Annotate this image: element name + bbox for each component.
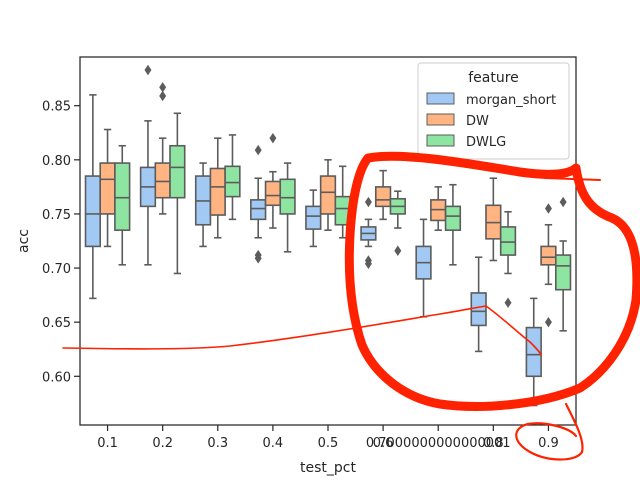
box-body [114, 162, 131, 231]
box-body [154, 162, 171, 199]
box-body [444, 205, 462, 231]
annotation-tick-circle [515, 402, 584, 461]
hand-drawn-annotations [62, 151, 640, 461]
outlier-point [364, 258, 372, 269]
box-body [250, 199, 267, 221]
outlier-point [394, 245, 402, 256]
legend-label-morgan_short: morgan_short [466, 93, 556, 108]
box-DW-0.9 [540, 203, 557, 328]
plot-frame [79, 56, 577, 426]
box-DWLG-0.6 [389, 190, 406, 256]
box-DW-0.7000000000000001 [430, 186, 447, 231]
legend-frame [417, 62, 570, 160]
annotation-top-stroke [544, 177, 601, 181]
x-tick-label: 0.6 [373, 436, 394, 451]
box-morgan_short-0.6 [360, 196, 377, 269]
outlier-point [159, 90, 167, 102]
outlier-point [144, 64, 152, 76]
box-DWLG-0.9 [554, 196, 572, 332]
x-tick-label: 0.9 [538, 436, 559, 451]
box-body [554, 254, 572, 291]
box-body [319, 175, 337, 215]
y-axis-label: acc [16, 229, 32, 253]
box-body [99, 162, 116, 215]
box-morgan_short-0.7000000000000001 [415, 218, 432, 318]
outlier-point [559, 196, 567, 208]
legend-swatch-morgan_short [426, 92, 455, 105]
y-tick-label: 0.80 [42, 154, 71, 169]
box-DWLG-0.4 [279, 162, 296, 253]
box-body [209, 167, 226, 216]
outlier-point [504, 297, 512, 308]
y-tick-label: 0.75 [42, 208, 71, 223]
box-morgan_short-0.9 [525, 297, 542, 407]
box-body [374, 186, 392, 208]
box-body [470, 292, 487, 327]
box-body [525, 326, 542, 378]
box-body [499, 226, 517, 256]
x-tick-label: 0.5 [318, 436, 339, 451]
y-tick-label: 0.85 [42, 100, 71, 115]
y-tick-label: 0.60 [42, 370, 71, 385]
annotation-big-circle [344, 151, 640, 411]
legend-label-DWLG: DWLG [466, 135, 506, 150]
box-DWLG-0.2 [169, 112, 186, 275]
outlier-point [364, 196, 372, 208]
x-tick-label: 0.7000000000000001 [366, 436, 511, 451]
box-morgan_short-0.5 [305, 189, 322, 248]
box-DW-0.5 [319, 159, 337, 231]
boxes-layer [84, 64, 572, 407]
box-morgan_short-0.1 [84, 94, 102, 300]
box-DW-0.4 [264, 132, 282, 229]
legend-title: feature [468, 70, 519, 86]
box-DW-0.3 [209, 137, 226, 239]
box-DWLG-0.8 [499, 210, 517, 308]
y-tick-label: 0.70 [42, 262, 71, 277]
outlier-point [159, 82, 167, 93]
x-tick-label: 0.8 [483, 436, 504, 451]
outlier-point [544, 316, 552, 328]
outlier-point [254, 144, 262, 156]
box-DWLG-0.3 [224, 134, 241, 221]
box-body [84, 175, 102, 248]
x-tick-label: 0.2 [152, 436, 173, 451]
box-morgan_short-0.3 [194, 162, 212, 248]
box-DW-0.1 [99, 128, 116, 248]
x-tick-label: 0.1 [97, 436, 118, 451]
box-DWLG-0.1 [114, 144, 131, 266]
legend-swatch-DWLG [426, 134, 455, 147]
y-tick-label: 0.65 [42, 316, 71, 331]
outlier-point [544, 203, 552, 214]
ticks-layer: 0.60 0.65 0.70 0.75 0.80 0.85 0.1 0.2 0.3 0.4 0.5 0… [42, 100, 559, 451]
box-morgan_short-0.8 [470, 256, 487, 353]
annotation-median-line [62, 305, 542, 356]
outlier-point [254, 253, 262, 264]
box-DWLG-0.7000000000000001 [444, 183, 462, 266]
box-DW-0.8 [485, 177, 502, 262]
box-body [264, 180, 282, 207]
box-body [305, 205, 322, 230]
x-tick-label: 0.4 [263, 436, 284, 451]
box-body [540, 245, 557, 266]
box-body [224, 165, 241, 198]
legend-label-DW: DW [466, 114, 489, 129]
box-body [169, 144, 186, 199]
outlier-point [269, 132, 277, 144]
x-tick-label: 0.3 [207, 436, 228, 451]
box-morgan_short-0.2 [139, 64, 157, 266]
box-body [279, 178, 296, 215]
box-DW-0.2 [154, 82, 171, 215]
box-morgan_short-0.4 [250, 144, 267, 264]
x-axis-label: test_pct [300, 460, 356, 476]
legend: feature morgan_short DW DWLG [417, 62, 570, 160]
legend-swatch-DW [426, 113, 455, 126]
box-DW-0.6 [374, 169, 392, 221]
